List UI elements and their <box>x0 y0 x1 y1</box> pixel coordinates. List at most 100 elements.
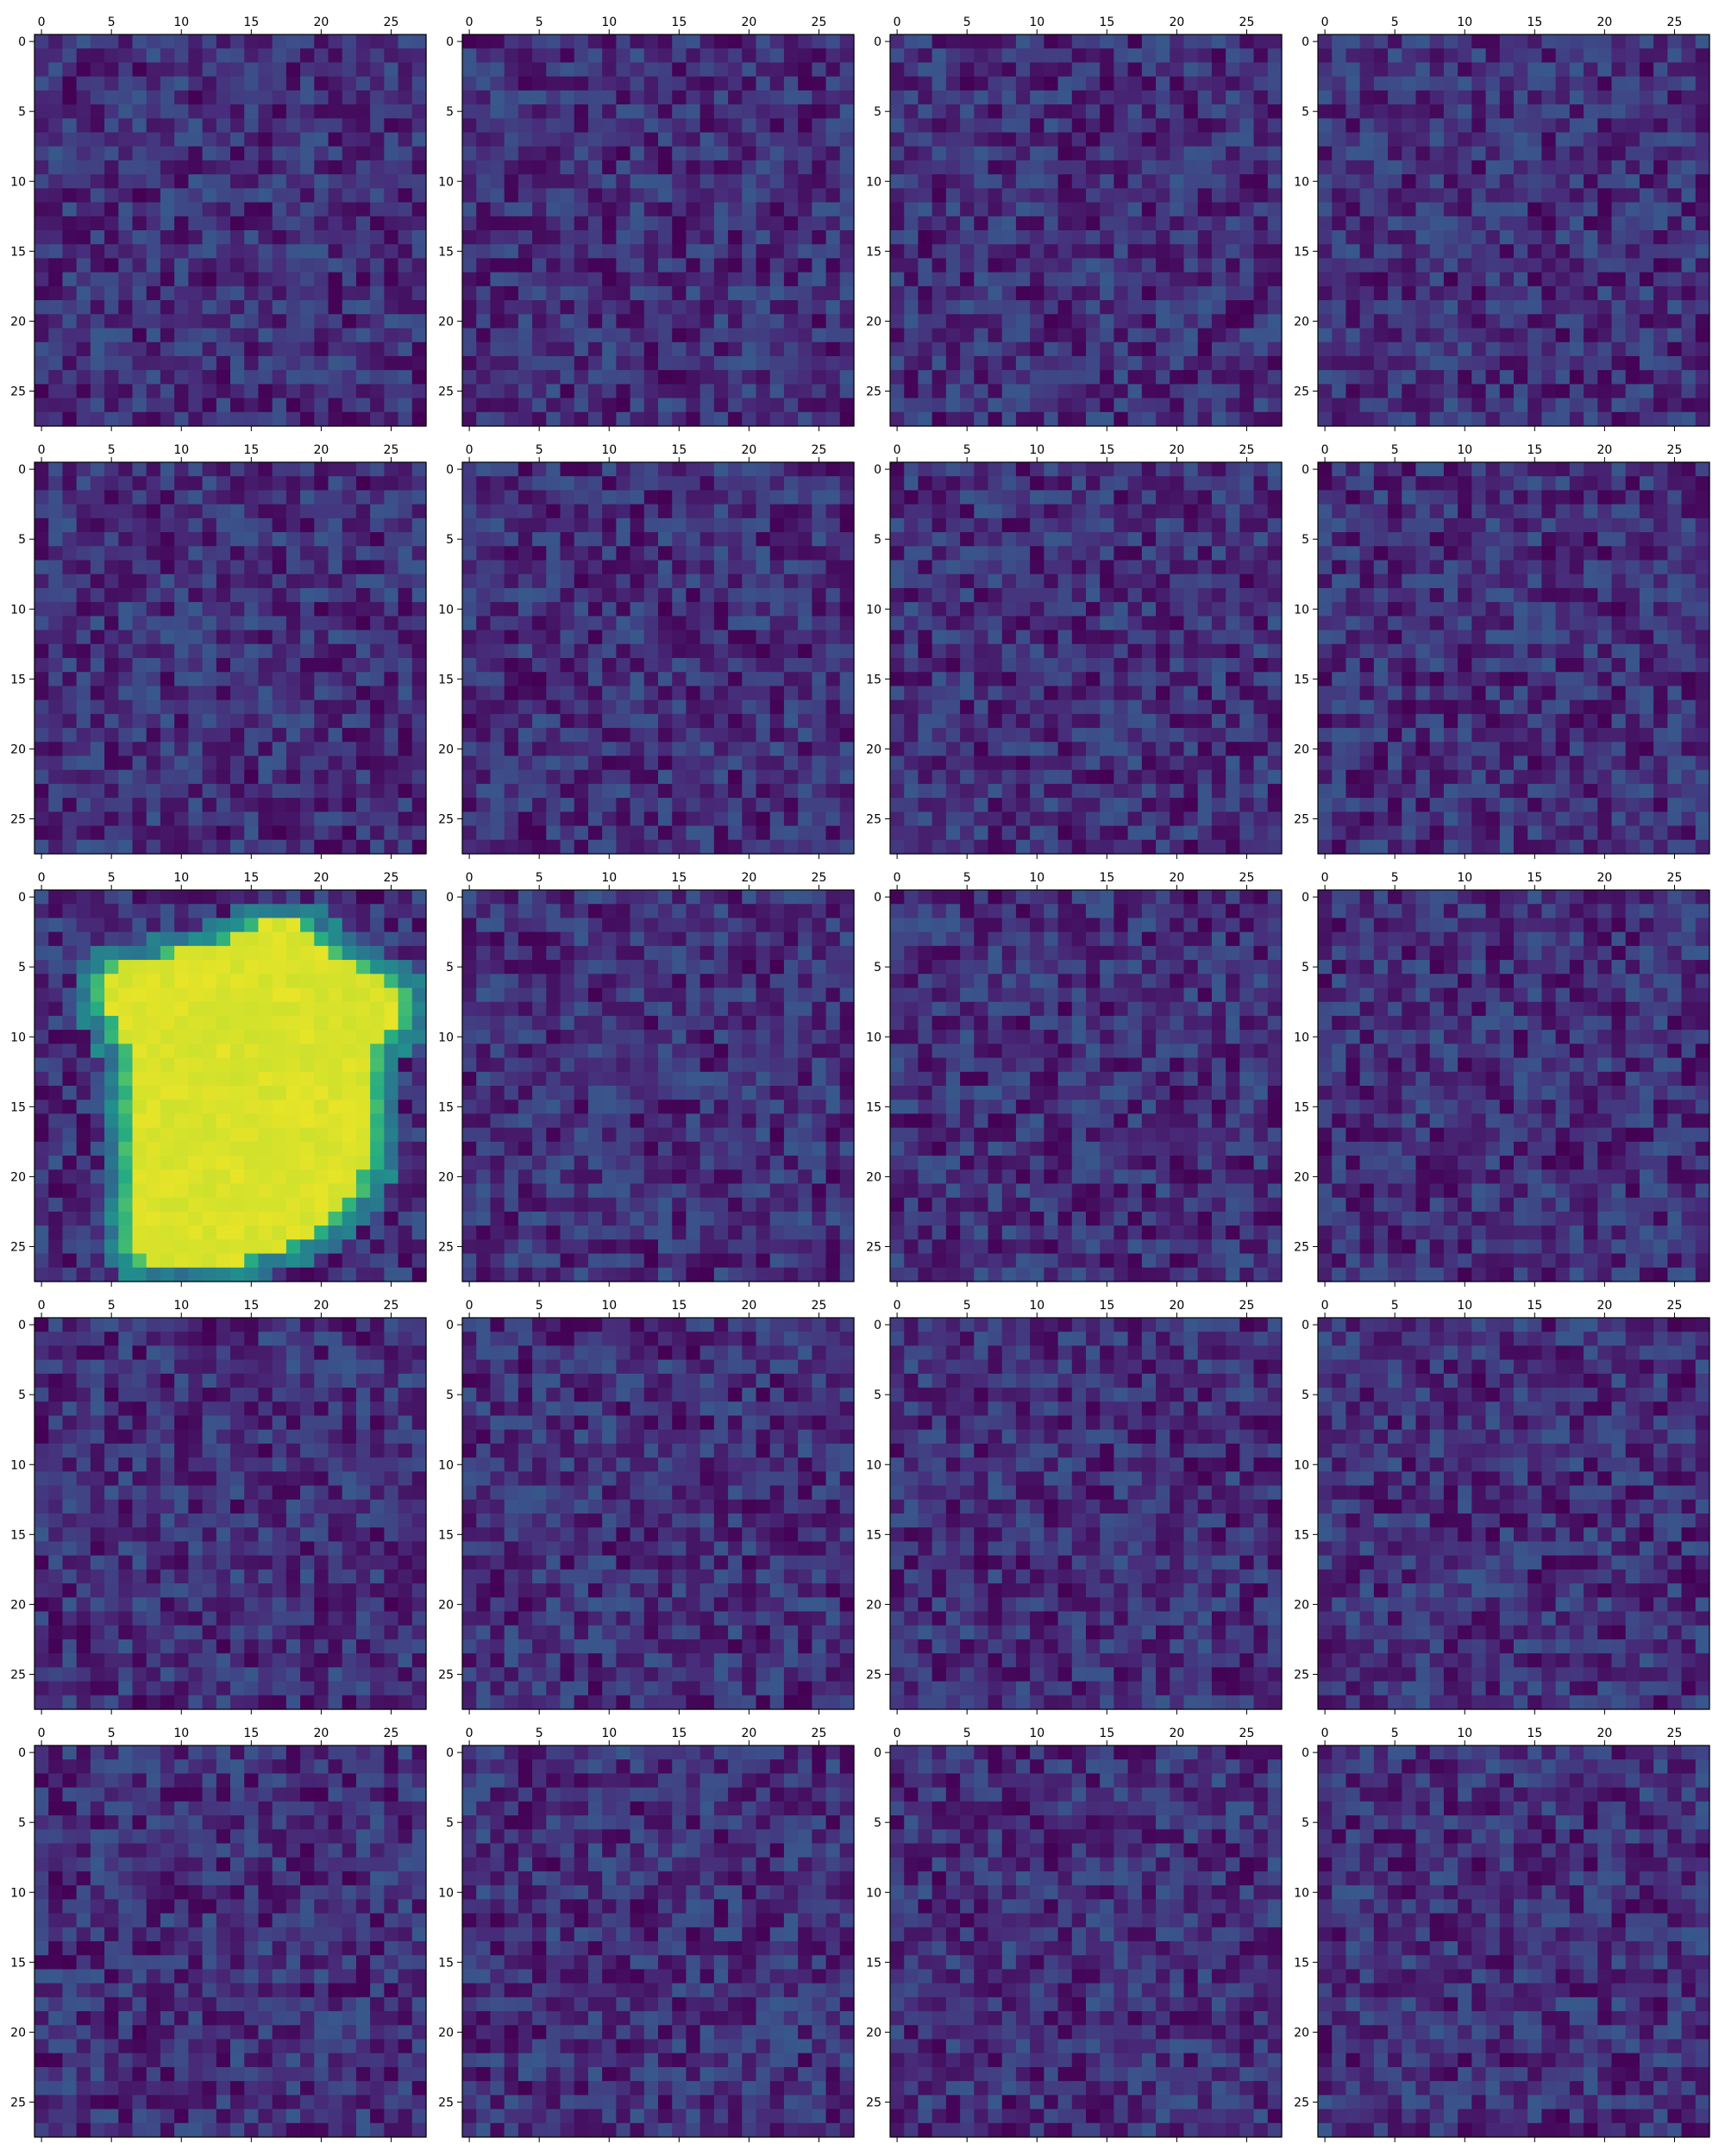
heatmap-cell <box>370 411 385 427</box>
heatmap-cell <box>411 160 427 175</box>
heatmap-cell <box>756 672 771 687</box>
heatmap-cell <box>532 411 547 427</box>
heatmap-cell <box>202 658 217 673</box>
heatmap-cell <box>756 532 771 547</box>
x-tick-label: 20 <box>313 16 329 29</box>
heatmap-cell <box>132 699 147 715</box>
heatmap-cell <box>1458 272 1472 287</box>
heatmap-cell <box>48 202 64 217</box>
heatmap-cell <box>90 839 105 855</box>
heatmap-cell <box>643 104 659 119</box>
heatmap-cell <box>960 48 975 64</box>
heatmap-cell <box>1156 132 1170 147</box>
heatmap-cell <box>560 825 575 841</box>
heatmap-cell <box>783 686 799 701</box>
heatmap-cell <box>574 825 589 841</box>
heatmap-cell <box>160 48 175 64</box>
heatmap-cell <box>1695 48 1710 64</box>
heatmap-cell <box>1639 314 1654 329</box>
heatmap-cell <box>630 699 645 715</box>
heatmap-cell <box>812 132 827 147</box>
heatmap-cell <box>1156 90 1170 105</box>
heatmap-cell <box>560 560 575 575</box>
heatmap-cell <box>1183 160 1199 175</box>
heatmap-cell <box>1086 314 1101 329</box>
heatmap-cell <box>546 104 561 119</box>
heatmap-cell <box>146 34 161 49</box>
heatmap-cell <box>974 118 989 134</box>
heatmap-cell <box>398 517 413 533</box>
heatmap-cell <box>1653 202 1668 217</box>
heatmap-cell <box>658 258 673 273</box>
heatmap-cell <box>1030 188 1044 204</box>
heatmap-cell <box>1695 342 1710 357</box>
heatmap-cell <box>630 686 645 701</box>
heatmap-cell <box>1667 216 1683 231</box>
heatmap-cell <box>518 587 533 603</box>
heatmap-cell <box>798 573 812 589</box>
heatmap-cell <box>1373 104 1389 119</box>
heatmap-cell <box>174 328 189 343</box>
heatmap-cell <box>574 517 589 533</box>
heatmap-cell <box>658 384 673 399</box>
heatmap-cell <box>132 728 147 743</box>
heatmap-cell <box>1429 216 1445 231</box>
heatmap-cell <box>587 370 603 385</box>
heatmap-cell <box>1443 258 1458 273</box>
heatmap-cell <box>258 62 273 78</box>
heatmap-cell <box>587 713 603 729</box>
heatmap-cell <box>532 812 547 827</box>
heatmap-cell <box>812 728 827 743</box>
heatmap-cell <box>398 342 413 357</box>
heatmap-cell <box>48 146 64 161</box>
heatmap-cell <box>1429 300 1445 315</box>
heatmap-cell <box>146 216 161 231</box>
heatmap-cell <box>699 132 715 147</box>
heatmap-cell <box>658 699 673 715</box>
heatmap-cell <box>328 462 343 477</box>
heatmap-cell <box>1653 160 1668 175</box>
heatmap-cell <box>1015 202 1031 217</box>
heatmap-cell <box>945 48 961 64</box>
heatmap-cell <box>532 398 547 413</box>
heatmap-cell <box>504 672 519 687</box>
heatmap-cell <box>574 812 589 827</box>
heatmap-cell <box>230 62 245 78</box>
heatmap-cell <box>756 686 771 701</box>
heatmap-cell <box>756 174 771 189</box>
heatmap-cell <box>76 643 91 659</box>
heatmap-cells <box>34 34 427 427</box>
heatmap-cell <box>1170 398 1185 413</box>
heatmap-cell <box>285 272 301 287</box>
heatmap-cell <box>532 517 547 533</box>
heatmap-cell <box>230 370 245 385</box>
heatmap-cell <box>174 602 189 617</box>
heatmap-cell <box>658 490 673 505</box>
heatmap-cell <box>118 244 134 260</box>
y-tick-label: 15 <box>10 245 26 259</box>
heatmap-cell <box>630 132 645 147</box>
heatmap-cell <box>174 686 189 701</box>
heatmap-cell <box>76 713 91 729</box>
heatmap-cell <box>384 216 399 231</box>
heatmap-cell <box>1211 285 1226 301</box>
heatmap-cell <box>769 573 785 589</box>
heatmap-cell <box>546 230 561 245</box>
heatmap-cell <box>398 587 413 603</box>
heatmap-cell <box>370 48 385 64</box>
heatmap-cell <box>132 48 147 64</box>
heatmap-cell <box>602 504 617 519</box>
heatmap-cell <box>1113 76 1129 91</box>
heatmap-cell <box>1044 398 1059 413</box>
heatmap-cell <box>244 755 260 771</box>
heatmap-cell <box>370 783 385 799</box>
heatmap-cell <box>602 672 617 687</box>
heatmap-cell <box>890 104 905 119</box>
heatmap-cell <box>1197 62 1213 78</box>
heatmap-cell <box>672 370 687 385</box>
heatmap-cell <box>62 132 78 147</box>
heatmap-cell <box>798 384 812 399</box>
heatmap-cell <box>216 398 231 413</box>
heatmap-cell <box>812 174 827 189</box>
heatmap-cell <box>1443 160 1458 175</box>
